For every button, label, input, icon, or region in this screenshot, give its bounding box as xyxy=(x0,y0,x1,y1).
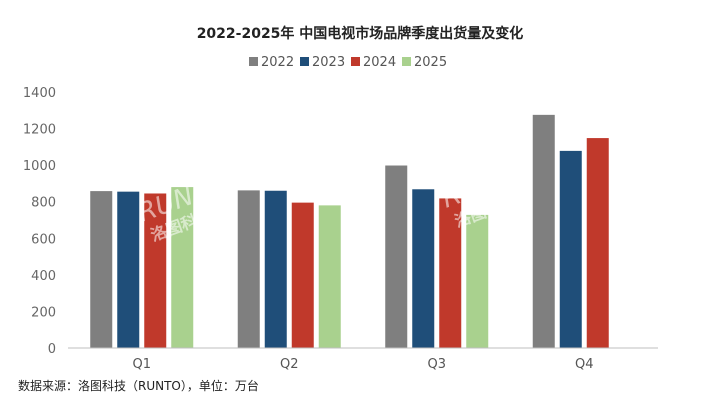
legend-swatch-2024 xyxy=(351,57,360,66)
legend-swatch-2023 xyxy=(300,57,309,66)
legend-label-2024: 2024 xyxy=(363,55,396,70)
bar-Q4-2024 xyxy=(586,138,609,348)
x-tick-label-Q3: Q3 xyxy=(427,357,446,372)
legend-label-2025: 2025 xyxy=(414,55,447,70)
bar-Q1-2022 xyxy=(90,191,113,348)
x-tick-label-Q4: Q4 xyxy=(575,357,594,372)
y-tick-label: 400 xyxy=(31,269,56,284)
legend-label-2022: 2022 xyxy=(261,55,294,70)
bar-Q3-2025 xyxy=(466,214,489,348)
bar-Q3-2023 xyxy=(412,189,435,348)
legend-label-2023: 2023 xyxy=(312,55,345,70)
bar-Q2-2022 xyxy=(237,190,260,348)
y-tick-label: 1200 xyxy=(23,123,56,138)
bar-Q2-2023 xyxy=(264,190,287,348)
y-tick-label: 200 xyxy=(31,305,56,320)
bar-Q1-2023 xyxy=(117,191,140,348)
bar-Q4-2023 xyxy=(559,150,582,348)
bar-series xyxy=(90,114,609,348)
bar-Q3-2022 xyxy=(385,165,408,348)
x-tick-label-Q1: Q1 xyxy=(132,357,151,372)
bar-Q2-2024 xyxy=(291,202,314,348)
bar-Q4-2022 xyxy=(532,114,555,348)
bar-Q1-2024 xyxy=(144,193,167,348)
x-tick-label-Q2: Q2 xyxy=(280,357,299,372)
bar-Q3-2024 xyxy=(439,198,462,348)
y-tick-label: 0 xyxy=(48,342,56,357)
y-tick-label: 600 xyxy=(31,232,56,247)
chart-title: 2022-2025年 中国电视市场品牌季度出货量及变化 xyxy=(197,25,524,42)
y-tick-label: 1400 xyxy=(23,86,56,101)
source-note: 数据来源：洛图科技（RUNTO），单位：万台 xyxy=(18,378,259,393)
y-axis: 0 200 400 600 800 1000 1200 1400 xyxy=(23,86,56,357)
bar-Q1-2025 xyxy=(171,187,194,348)
bar-Q2-2025 xyxy=(318,205,341,348)
y-tick-label: 1000 xyxy=(23,159,56,174)
chart-legend: 2022 2023 2024 2025 xyxy=(249,55,447,70)
legend-swatch-2025 xyxy=(402,57,411,66)
y-tick-label: 800 xyxy=(31,196,56,211)
legend-swatch-2022 xyxy=(249,57,258,66)
x-axis: Q1 Q2 Q3 Q4 xyxy=(132,357,593,372)
